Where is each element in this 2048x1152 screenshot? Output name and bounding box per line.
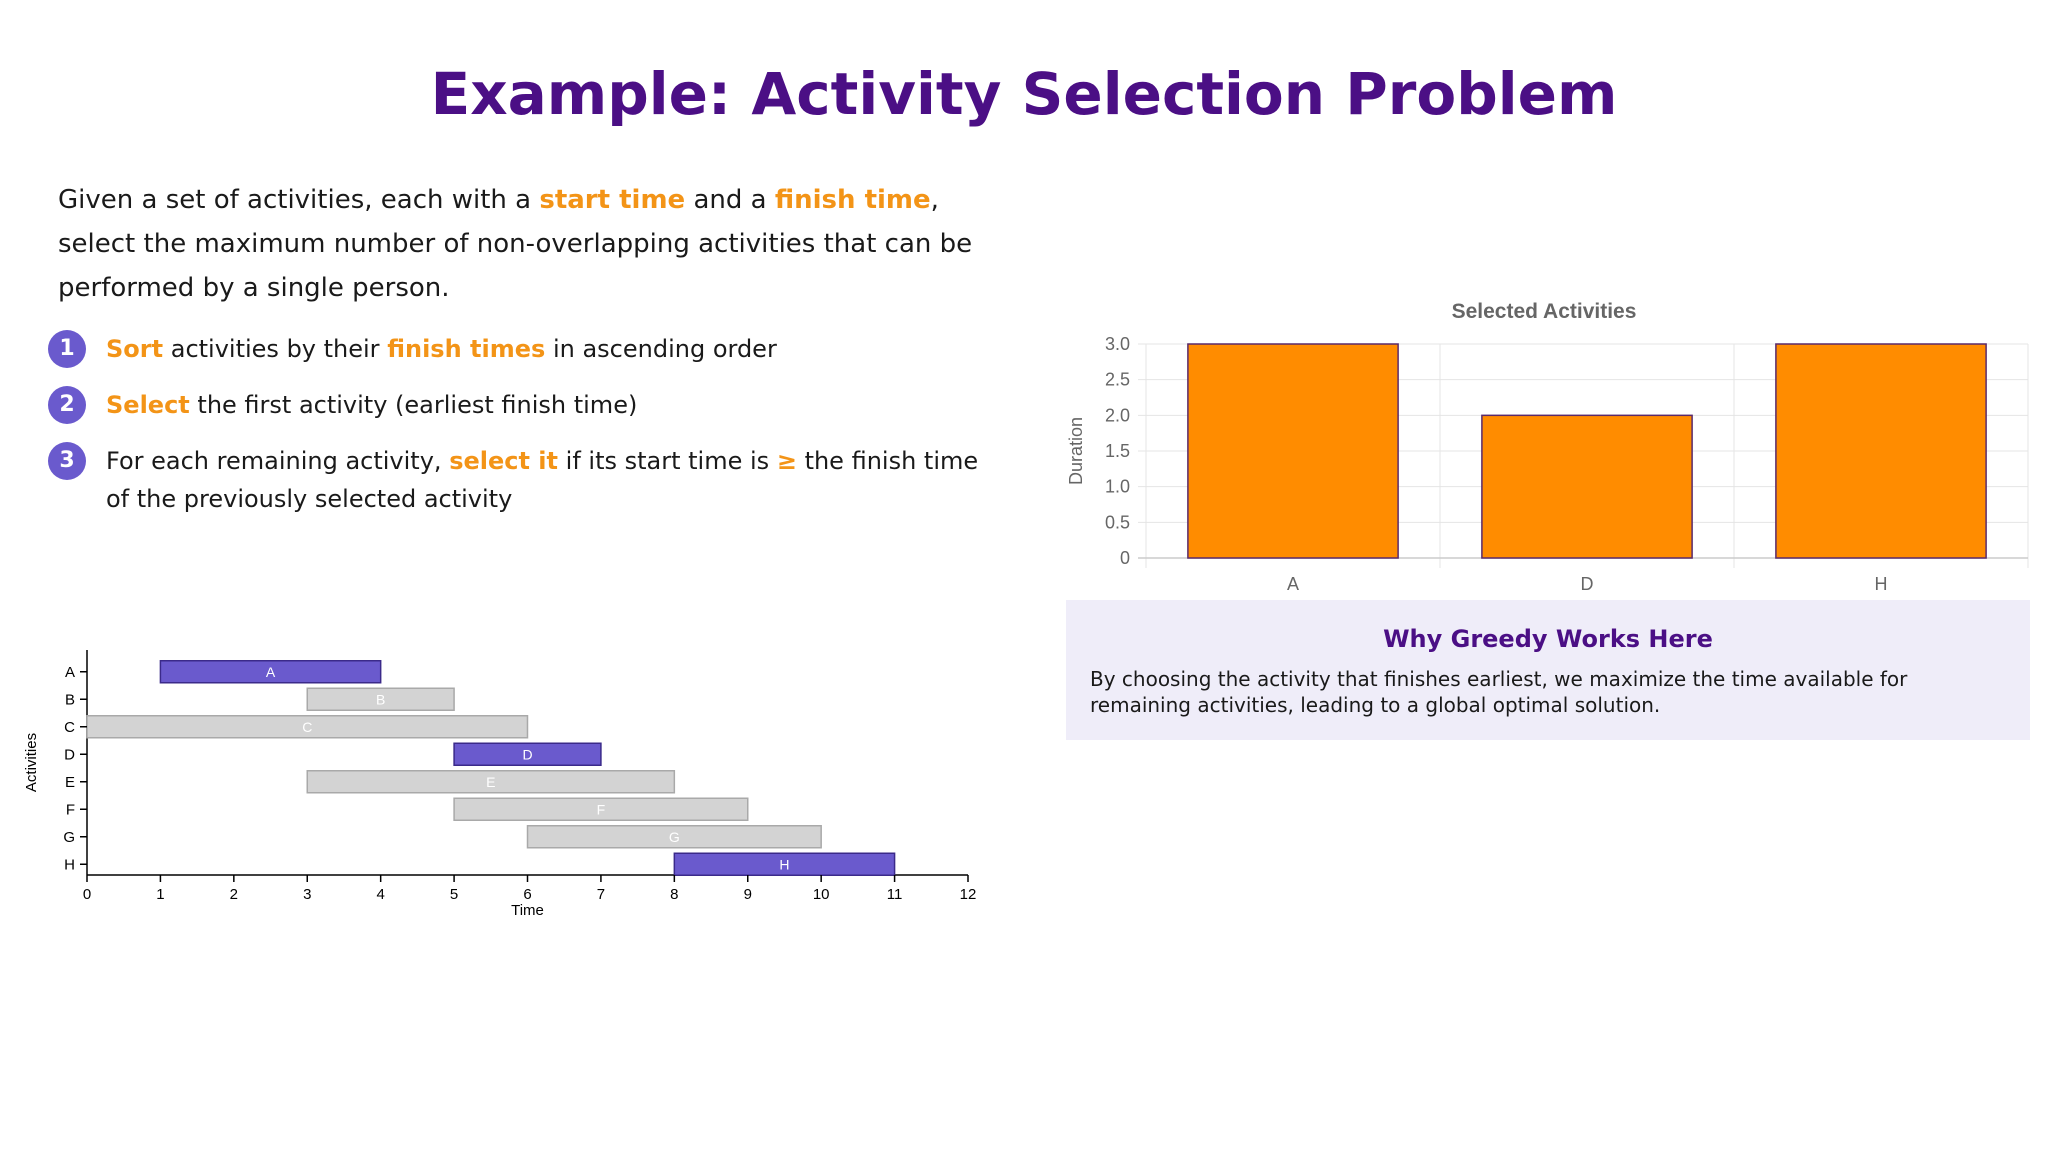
- bar-h: [1775, 343, 1987, 559]
- step-text-2: the finish time of the previously select…: [106, 447, 979, 513]
- gantt-x-tick-label: 2: [230, 886, 238, 903]
- step-highlight-2: finish times: [387, 335, 546, 363]
- bar-chart-x-tick-label: H: [1875, 574, 1888, 594]
- gantt-x-tick-label: 11: [887, 886, 903, 903]
- gantt-x-tick-label: 9: [744, 886, 752, 903]
- gantt-bar-label: E: [486, 774, 495, 790]
- info-box-text: By choosing the activity that finishes e…: [1090, 667, 1908, 717]
- gantt-y-tick-label: F: [66, 801, 75, 818]
- intro-text-2: and a: [693, 185, 767, 215]
- step-text-pre: For each remaining activity,: [106, 447, 442, 475]
- step-highlight: Select: [106, 391, 190, 419]
- intro-highlight-finish-time: finish time: [774, 185, 931, 215]
- steps-list: 1 Sort activities by their finish times …: [48, 330, 1008, 536]
- info-box-title: Why Greedy Works Here: [1383, 625, 1713, 653]
- step-2: 2 Select the first activity (earliest fi…: [48, 386, 1008, 424]
- gantt-x-tick-label: 4: [376, 886, 384, 903]
- step-3: 3 For each remaining activity, select it…: [48, 442, 1008, 518]
- bar-chart-y-axis-label: Duration: [1066, 417, 1086, 485]
- bar-chart-y-tick-label: 3.0: [1105, 334, 1130, 354]
- bar-chart-y-tick-label: 1.0: [1105, 477, 1130, 497]
- gantt-bar-label: D: [522, 746, 532, 762]
- step-number-badge: 3: [48, 442, 86, 480]
- gantt-y-tick-label: B: [65, 691, 75, 708]
- step-number-badge: 1: [48, 330, 86, 368]
- gantt-bar-e: [306, 770, 676, 794]
- step-number-badge: 2: [48, 386, 86, 424]
- gantt-y-tick-label: G: [63, 829, 75, 846]
- gantt-bar-b: [306, 687, 455, 711]
- step-text-2: in ascending order: [552, 335, 777, 363]
- bar-chart-y-tick-label: 1.5: [1105, 441, 1130, 461]
- gantt-x-tick-label: 5: [450, 886, 458, 903]
- why-greedy-box: Why Greedy Works Here By choosing the ac…: [1066, 600, 2030, 740]
- gantt-x-tick-label: 10: [813, 886, 830, 903]
- gantt-y-tick-label: E: [65, 774, 75, 791]
- gantt-bar-label: H: [779, 856, 789, 872]
- gantt-x-tick-label: 6: [523, 886, 531, 903]
- gantt-y-tick-label: A: [65, 664, 75, 681]
- selected-activities-bar-chart: Selected Activities 0 0.5 1.0 1.5 2.0 2.5 3.0 A D…: [1066, 300, 2029, 594]
- gantt-x-tick-label: 7: [597, 886, 605, 903]
- gantt-x-tick-label: 1: [156, 886, 164, 903]
- step-highlight: Sort: [106, 335, 164, 363]
- intro-paragraph: Given a set of activities, each with a s…: [58, 178, 1018, 310]
- bar-chart-y-tick-label: 2.0: [1105, 405, 1130, 425]
- gantt-y-tick-label: D: [64, 746, 75, 763]
- gantt-bar-a: [159, 660, 382, 684]
- gantt-bar-label: F: [597, 801, 606, 817]
- bar-chart-y-tick-label: 2.5: [1105, 370, 1130, 390]
- gantt-x-tick-label: 3: [303, 886, 311, 903]
- gantt-bar-g: [526, 825, 822, 849]
- intro-highlight-start-time: start time: [539, 185, 686, 215]
- gantt-bar-label: A: [266, 664, 276, 680]
- bar-chart-y-tick-label: 0: [1120, 548, 1130, 568]
- intro-text-3: , select the maximum number of non-overl…: [58, 185, 973, 303]
- gantt-y-tick-label: C: [64, 719, 75, 736]
- step-text: the first activity (earliest finish time…: [197, 391, 638, 419]
- gantt-x-axis-label: Time: [511, 902, 544, 919]
- gantt-bar-label: G: [669, 829, 680, 845]
- gantt-x-tick-label: 0: [83, 886, 91, 903]
- gantt-bar-label: B: [376, 691, 385, 707]
- step-text: if its start time is: [565, 447, 770, 475]
- gantt-x-tick-label: 8: [670, 886, 678, 903]
- gantt-y-axis-label: Activities: [23, 733, 40, 792]
- page-title: Example: Activity Selection Problem: [430, 60, 1618, 128]
- bar-chart-x-tick-label: D: [1581, 574, 1594, 594]
- gantt-bar-d: [453, 742, 602, 766]
- bar-d: [1481, 414, 1693, 559]
- bar-chart-y-tick-label: 0.5: [1105, 512, 1130, 532]
- bar-a: [1187, 343, 1399, 559]
- gantt-x-tick-label: 12: [960, 886, 977, 903]
- step-highlight-2: ≥: [776, 447, 797, 475]
- step-1: 1 Sort activities by their finish times …: [48, 330, 1008, 368]
- step-text: activities by their: [170, 335, 380, 363]
- gantt-bar-h: [673, 852, 896, 876]
- gantt-bar-f: [453, 797, 749, 821]
- bar-chart-title: Selected Activities: [1452, 300, 1637, 323]
- gantt-bar-label: C: [302, 719, 312, 735]
- bar-chart-x-tick-label: A: [1287, 574, 1299, 594]
- gantt-y-tick-label: H: [64, 856, 75, 873]
- step-highlight: select it: [449, 447, 559, 475]
- intro-text-1: Given a set of activities, each with a: [58, 185, 532, 215]
